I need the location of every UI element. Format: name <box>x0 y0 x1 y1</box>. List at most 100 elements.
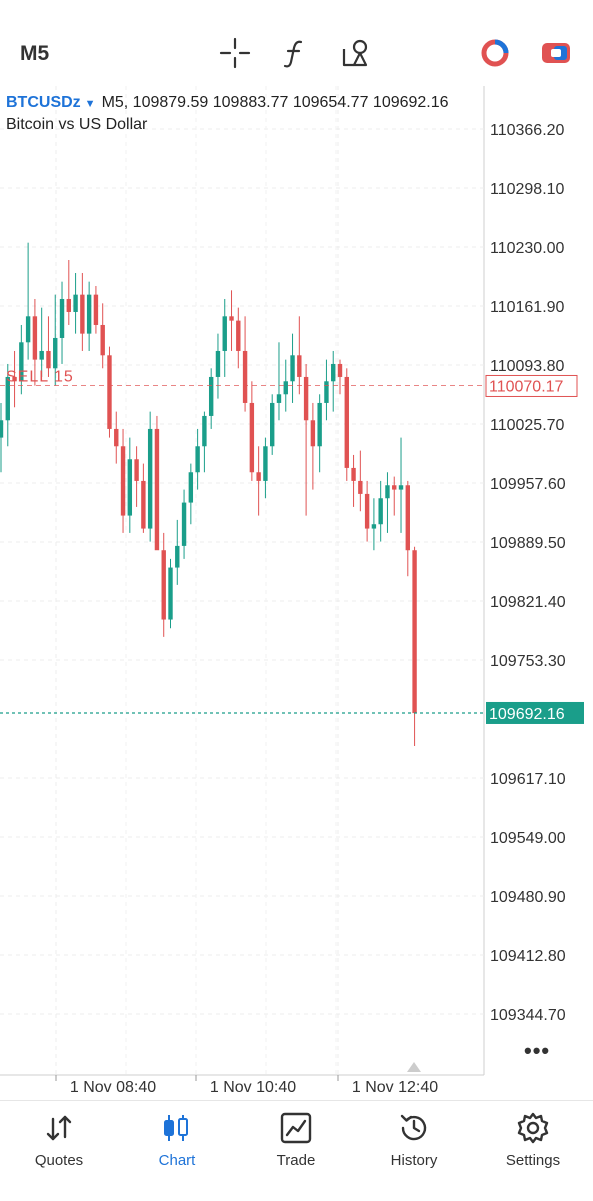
candle-body <box>53 337 58 369</box>
symbol-label[interactable]: BTCUSDz <box>6 94 81 111</box>
tab-label: Settings <box>505 1152 561 1169</box>
candle-body <box>202 415 207 447</box>
sell-order-price-box <box>485 374 578 397</box>
candle-body <box>93 294 99 325</box>
candle-body <box>337 363 343 377</box>
candle-body <box>100 324 105 356</box>
candle-body <box>249 402 255 473</box>
price-chart[interactable]: SELL 15 110070.17 109692.16 110366.20 11029… <box>0 86 593 1100</box>
candle-body <box>364 493 370 529</box>
y-tick-label: 110161.90 <box>490 299 565 316</box>
trade-toggle-icon[interactable] <box>539 36 573 70</box>
candle-body <box>385 485 390 499</box>
candle-body <box>392 485 397 490</box>
candle-body <box>276 394 282 403</box>
x-tick-label: 1 Nov 12:40 <box>352 1079 438 1096</box>
tab-label: Chart <box>158 1152 196 1169</box>
candle-body <box>66 298 71 312</box>
y-tick-label: 109617.10 <box>490 771 566 788</box>
chart-shift-marker[interactable] <box>407 1062 421 1072</box>
current-price-label: 109692.16 <box>489 706 565 723</box>
settings-icon <box>517 1112 549 1144</box>
ohlc-readout: M5, 109879.59 109883.77 109654.77 109692… <box>101 94 449 111</box>
tab-label: Quotes <box>34 1152 84 1169</box>
tab-label: Trade <box>276 1152 316 1169</box>
candle-body <box>188 472 194 503</box>
tab-history[interactable]: History <box>355 1101 473 1201</box>
top-toolbar: M5 <box>0 0 593 86</box>
candle-body <box>195 446 200 473</box>
timeframe-selector[interactable]: M5 <box>20 42 50 65</box>
chart-area[interactable]: SELL 15 110070.17 109692.16 110366.20 11029… <box>0 86 593 1100</box>
tab-quotes[interactable]: Quotes <box>0 1101 118 1201</box>
candle-body <box>46 350 51 369</box>
candle-body <box>73 294 78 312</box>
candle-body <box>297 355 302 377</box>
candle-body <box>290 355 295 382</box>
candle-body <box>86 294 92 334</box>
candle-body <box>222 316 227 351</box>
candle-body <box>5 376 10 421</box>
candle-body <box>378 498 383 525</box>
candle-body <box>317 402 322 447</box>
candle-body <box>398 485 404 490</box>
candle-body <box>0 420 4 438</box>
objects-icon[interactable] <box>340 36 374 70</box>
chart-info-line: BTCUSDz ▼ M5, 109879.59 109883.77 109654.7… <box>6 94 449 112</box>
y-tick-label: 110025.70 <box>490 417 565 434</box>
y-tick-label: 110366.20 <box>490 122 565 139</box>
history-icon <box>400 1114 427 1141</box>
candle-body <box>236 320 241 351</box>
y-tick-label: 109344.70 <box>490 1007 566 1024</box>
x-tick-label: 1 Nov 10:40 <box>210 1079 296 1096</box>
current-price-box <box>486 701 584 724</box>
candle-body <box>256 472 261 481</box>
candle-body <box>25 316 31 343</box>
candle-body <box>331 363 336 382</box>
sell-order-label: SELL 15 <box>6 368 74 385</box>
candle-body <box>39 350 44 360</box>
candle-body <box>147 428 153 529</box>
tab-settings[interactable]: Settings <box>474 1101 592 1201</box>
y-tick-label: 109821.40 <box>490 594 566 611</box>
quotes-icon <box>46 1115 72 1141</box>
candle-body <box>19 342 24 382</box>
candle-body <box>59 298 65 338</box>
tab-trade[interactable]: Trade <box>237 1101 355 1201</box>
more-options-icon[interactable]: ••• <box>524 1038 551 1063</box>
candle-body <box>120 446 126 516</box>
y-tick-label: 110298.10 <box>490 181 565 198</box>
candle-body <box>134 459 139 481</box>
y-tick-label: 110093.80 <box>490 358 565 375</box>
candle-body <box>154 428 160 551</box>
candle-body <box>310 420 316 447</box>
candle-body <box>283 381 288 395</box>
candle-body <box>344 376 349 468</box>
candle-body <box>32 316 38 360</box>
x-tick-label: 1 Nov 08:40 <box>70 1079 156 1096</box>
y-tick-label: 109412.80 <box>490 948 566 965</box>
symbol-dropdown-icon[interactable]: ▼ <box>84 98 96 110</box>
sell-order-price-label: 110070.17 <box>489 378 564 395</box>
candle-body <box>175 545 180 568</box>
candle-body <box>242 350 248 403</box>
candle-body <box>80 294 85 334</box>
candle-body <box>263 446 268 481</box>
indicators-icon[interactable] <box>278 36 312 70</box>
candle-body <box>107 355 112 429</box>
candle-body <box>371 524 377 529</box>
y-tick-label: 109480.90 <box>490 889 566 906</box>
tab-chart[interactable]: Chart <box>118 1101 236 1201</box>
y-tick-label: 109549.00 <box>490 830 566 847</box>
account-icon[interactable] <box>478 36 512 70</box>
candle-body <box>141 480 146 529</box>
y-tick-label: 109889.50 <box>490 535 566 552</box>
candle-body <box>405 485 410 551</box>
crosshair-icon[interactable] <box>218 36 252 70</box>
candle-body <box>324 381 329 403</box>
y-tick-label: 110230.00 <box>490 240 565 257</box>
candle-body <box>303 376 309 421</box>
candle-body <box>181 502 187 546</box>
candle-body <box>161 550 166 620</box>
y-tick-label: 109957.60 <box>490 476 566 493</box>
